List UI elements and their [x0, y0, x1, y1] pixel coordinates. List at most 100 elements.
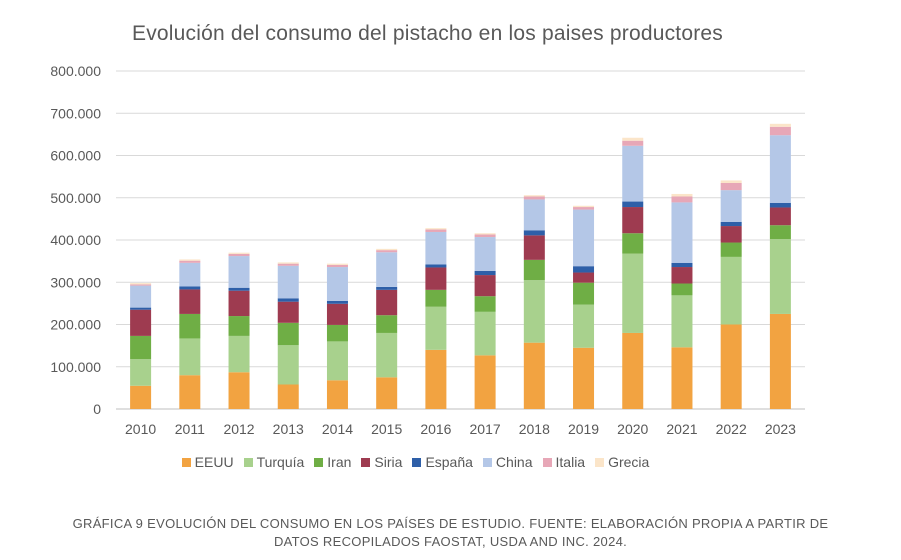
- legend-item: Siria: [361, 454, 402, 470]
- bar-segment: [326, 324, 348, 342]
- bar-segment: [474, 234, 496, 238]
- bar-segment: [376, 332, 398, 378]
- x-tick-label: 2011: [175, 421, 205, 437]
- x-tick-label: 2022: [716, 421, 747, 437]
- bar-segment: [769, 207, 791, 226]
- bar-segment: [326, 263, 348, 265]
- legend-item: China: [482, 454, 533, 470]
- bar-segment: [622, 233, 644, 254]
- legend-item: España: [412, 454, 473, 470]
- x-tick-label: 2016: [420, 421, 451, 437]
- bar-segment: [425, 306, 447, 350]
- bar-segment: [523, 280, 545, 343]
- bar-segment: [523, 199, 545, 231]
- bar-segment: [277, 301, 299, 323]
- x-tick-label: 2021: [666, 421, 697, 437]
- bar-segment: [228, 290, 250, 317]
- x-tick-label: 2010: [125, 421, 156, 437]
- bar-segment: [277, 263, 299, 266]
- bar-segment: [179, 338, 201, 376]
- bar-segment: [671, 196, 693, 203]
- bar-segment: [523, 342, 545, 409]
- legend-swatch: [595, 457, 605, 467]
- bar-segment: [130, 285, 152, 308]
- legend-item: Italia: [542, 454, 585, 470]
- legend: EEUU Turquía Iran Siria España China Italia Gre…: [0, 454, 901, 470]
- bar-segment: [179, 286, 201, 290]
- bar-segment: [130, 283, 152, 285]
- bar-segment: [425, 231, 447, 265]
- x-tick-label: 2013: [273, 421, 304, 437]
- bar-segment: [376, 252, 398, 287]
- legend-swatch: [243, 457, 253, 467]
- chart: 0 100.000 200.000 300.000 400.000 500.000 600.…: [50, 63, 805, 437]
- bar-segment: [720, 190, 742, 222]
- bar-segment: [720, 180, 742, 183]
- bar-segment: [179, 260, 201, 263]
- bar-segment: [425, 228, 447, 230]
- bar-segment: [769, 225, 791, 240]
- legend-item: Grecia: [595, 454, 649, 470]
- bar-segment: [228, 372, 250, 409]
- bar-segment: [720, 226, 742, 243]
- x-tick-label: 2023: [765, 421, 796, 437]
- bar-segment: [130, 359, 152, 386]
- bar-segment: [720, 221, 742, 227]
- legend-swatch: [542, 457, 552, 467]
- bar-segment: [523, 195, 545, 197]
- x-tick-label: 2014: [322, 421, 353, 437]
- bar-segment: [523, 235, 545, 260]
- bar-segment: [671, 347, 693, 409]
- bar-segment: [622, 201, 644, 208]
- bar-segment: [228, 256, 250, 288]
- y-tick-label: 200.000: [50, 317, 101, 333]
- x-tick-label: 2019: [568, 421, 599, 437]
- bar-segment: [228, 316, 250, 336]
- bar-segment: [130, 309, 152, 336]
- bar-segment: [425, 229, 447, 232]
- bar-segment: [326, 380, 348, 409]
- x-tick-label: 2018: [519, 421, 550, 437]
- bar-segment: [769, 202, 791, 208]
- bar-segment: [179, 262, 201, 287]
- legend-label: España: [425, 454, 473, 470]
- bar-segment: [179, 289, 201, 314]
- bar-segment: [179, 375, 201, 409]
- bar-segment: [326, 267, 348, 301]
- bar-segment: [130, 284, 152, 286]
- legend-label: Grecia: [608, 454, 650, 470]
- y-tick-label: 500.000: [50, 190, 101, 206]
- bar-segment: [474, 311, 496, 356]
- bar-segment: [671, 267, 693, 284]
- bar-segment: [622, 140, 644, 146]
- legend-label: Turquía: [256, 454, 305, 470]
- bar-segment: [376, 315, 398, 333]
- bar-segment: [769, 126, 791, 136]
- legend-swatch: [181, 457, 191, 467]
- bar-segment: [228, 335, 250, 373]
- bar-segment: [474, 270, 496, 276]
- bar-segment: [326, 303, 348, 325]
- y-tick-label: 700.000: [50, 105, 101, 121]
- bar-segment: [376, 289, 398, 316]
- legend-item: EEUU: [181, 454, 234, 470]
- caption-line-2: DATOS RECOPILADOS FAOSTAT, USDA AND INC.…: [273, 534, 628, 549]
- bar-segment: [671, 295, 693, 348]
- bar-segment: [474, 233, 496, 235]
- legend-swatch: [482, 457, 492, 467]
- y-tick-label: 0: [93, 401, 101, 417]
- bar-segment: [720, 256, 742, 325]
- bar-segment: [474, 237, 496, 271]
- bar-segment: [130, 335, 152, 360]
- y-tick-label: 800.000: [50, 63, 101, 79]
- bar-segment: [523, 230, 545, 236]
- bar-segment: [277, 265, 299, 299]
- bar-segment: [671, 193, 693, 197]
- chart-title: Evolución del consumo del pistacho en lo…: [131, 22, 723, 45]
- bar-segment: [474, 275, 496, 297]
- bar-segment: [425, 264, 447, 268]
- bar-segment: [671, 283, 693, 296]
- bar-segment: [769, 239, 791, 314]
- bar-segment: [769, 313, 791, 409]
- bar-segment: [376, 286, 398, 290]
